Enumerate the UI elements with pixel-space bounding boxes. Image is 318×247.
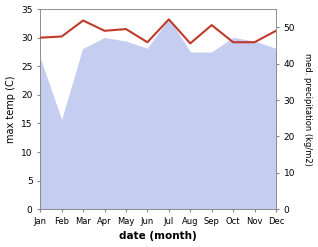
Y-axis label: med. precipitation (kg/m2): med. precipitation (kg/m2) [303,53,313,165]
Y-axis label: max temp (C): max temp (C) [5,75,16,143]
X-axis label: date (month): date (month) [119,231,197,242]
